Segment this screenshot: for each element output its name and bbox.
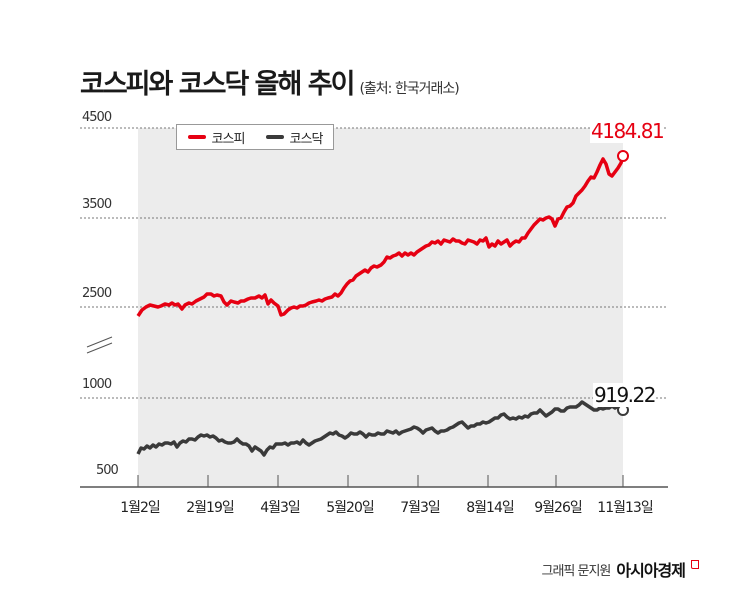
legend: 코스피 코스닥 bbox=[176, 124, 334, 150]
x-tick-label: 2월19일 bbox=[186, 500, 234, 516]
x-tick-label: 11월13일 bbox=[597, 500, 653, 516]
chart-title-text: 코스피와 코스닥 올해 추이 bbox=[80, 69, 355, 100]
chart-source: (출처: 한국거래소) bbox=[359, 81, 459, 97]
brand-mark-icon bbox=[691, 559, 699, 569]
y-tick-label: 1000 bbox=[82, 377, 112, 392]
kospi-last-value: 4184.81 bbox=[590, 119, 665, 143]
kospi-swatch-icon bbox=[187, 135, 206, 139]
x-tick-label: 8월14일 bbox=[466, 500, 514, 516]
y-tick-label: 3500 bbox=[82, 197, 112, 212]
y-tick-label: 2500 bbox=[82, 286, 112, 301]
x-tick-label: 4월3일 bbox=[260, 500, 301, 516]
credit-text: 그래픽 문지원 bbox=[541, 563, 611, 579]
legend-item-kospi: 코스피 bbox=[187, 128, 246, 147]
kosdaq-swatch-icon bbox=[265, 135, 284, 139]
legend-item-kosdaq: 코스닥 bbox=[265, 128, 324, 147]
kosdaq-line bbox=[136, 400, 625, 457]
legend-label: 코스피 bbox=[211, 131, 246, 147]
legend-label: 코스닥 bbox=[289, 131, 324, 147]
kospi-line bbox=[136, 155, 625, 317]
y-tick-label: 4500 bbox=[82, 110, 112, 125]
axis-break-icon bbox=[86, 336, 113, 354]
kospi-end-marker bbox=[617, 150, 629, 162]
y-tick-label: 500 bbox=[96, 463, 119, 478]
x-tick-label: 1월2일 bbox=[120, 500, 161, 516]
x-tick-label: 5월20일 bbox=[326, 500, 374, 516]
kosdaq-last-value: 919.22 bbox=[593, 383, 656, 407]
x-ticks bbox=[137, 475, 624, 487]
brand-logo: 아시아경제 bbox=[616, 561, 686, 580]
x-tick-label: 7월3일 bbox=[400, 500, 441, 516]
chart-title: 코스피와 코스닥 올해 추이 (출처: 한국거래소) bbox=[80, 62, 460, 101]
credit: 그래픽 문지원 아시아경제 bbox=[541, 557, 699, 581]
x-tick-label: 9월26일 bbox=[534, 500, 582, 516]
